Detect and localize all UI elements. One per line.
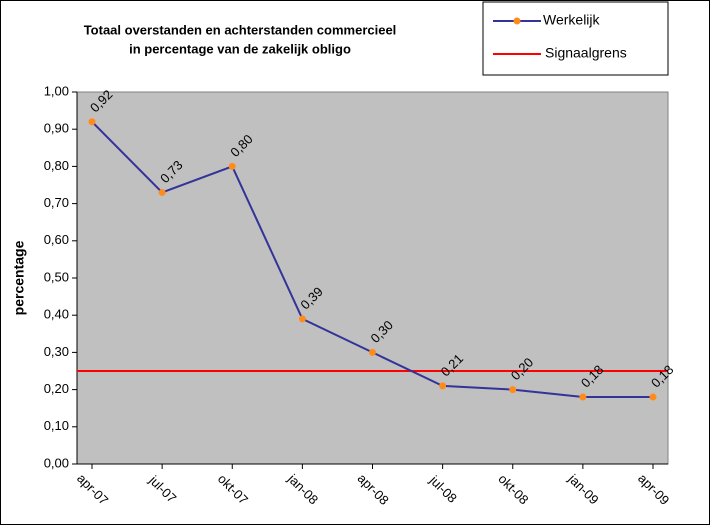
data-point xyxy=(369,348,376,356)
legend-text: Signaalgrens xyxy=(545,45,627,61)
data-point xyxy=(649,393,657,401)
data-point xyxy=(88,118,96,126)
data-point xyxy=(509,386,517,394)
y-tick-label: 0,80 xyxy=(44,158,69,173)
data-point xyxy=(579,393,587,401)
y-tick-label: 0,20 xyxy=(44,381,69,396)
data-point xyxy=(228,162,236,170)
y-tick-label: 1,00 xyxy=(44,83,69,98)
chart-title: Totaal overstanden en achterstanden comm… xyxy=(84,22,397,37)
y-tick-label: 0,70 xyxy=(44,195,69,210)
y-axis-label: percentage xyxy=(11,240,27,315)
data-point xyxy=(439,382,447,390)
plot-area xyxy=(76,91,669,465)
legend-marker xyxy=(513,17,521,25)
y-tick-label: 0,10 xyxy=(44,418,69,433)
y-tick-label: 0,30 xyxy=(44,344,69,359)
y-tick-label: 0,50 xyxy=(44,269,69,284)
y-tick-label: 0,60 xyxy=(44,232,69,247)
y-tick-label: 0,40 xyxy=(44,307,69,322)
y-tick-label: 0,90 xyxy=(44,121,69,136)
legend-text: Werkelijk xyxy=(543,12,601,28)
data-point xyxy=(298,315,306,323)
y-tick-label: 0,00 xyxy=(44,455,69,470)
data-point xyxy=(158,188,166,196)
chart-title: in percentage van de zakelijk obligo xyxy=(129,41,351,56)
legend-box xyxy=(482,1,669,76)
